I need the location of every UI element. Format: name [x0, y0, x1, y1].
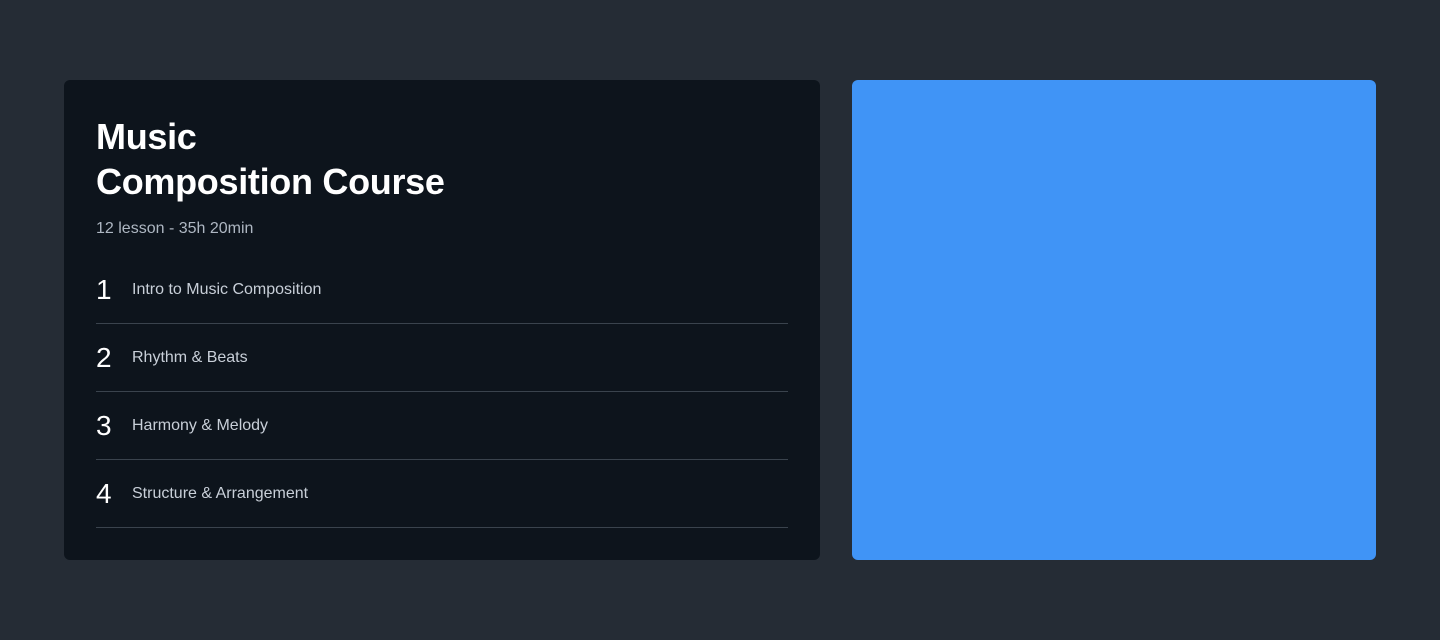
lesson-number: 2: [96, 341, 112, 373]
lesson-item-3[interactable]: 3 Harmony & Melody: [96, 392, 788, 460]
lesson-list: 1 Intro to Music Composition 2 Rhythm & …: [96, 256, 788, 528]
lesson-title: Structure & Arrangement: [132, 484, 309, 502]
course-card: Music Composition Course 12 lesson - 35h…: [64, 80, 820, 560]
course-title-line-2: Composition Course: [96, 161, 445, 202]
lesson-title: Harmony & Melody: [132, 416, 269, 434]
lesson-number: 1: [96, 273, 112, 305]
lesson-number: 3: [96, 409, 112, 441]
lesson-item-2[interactable]: 2 Rhythm & Beats: [96, 324, 788, 392]
lesson-item-4[interactable]: 4 Structure & Arrangement: [96, 460, 788, 528]
lesson-item-1[interactable]: 1 Intro to Music Composition: [96, 256, 788, 324]
course-title: Music Composition Course: [96, 114, 445, 204]
media-panel: [852, 80, 1376, 560]
lesson-number: 4: [96, 477, 112, 509]
course-meta: 12 lesson - 35h 20min: [96, 220, 254, 237]
course-title-line-1: Music: [96, 116, 197, 157]
lesson-title: Intro to Music Composition: [132, 280, 322, 298]
lesson-title: Rhythm & Beats: [132, 348, 248, 366]
